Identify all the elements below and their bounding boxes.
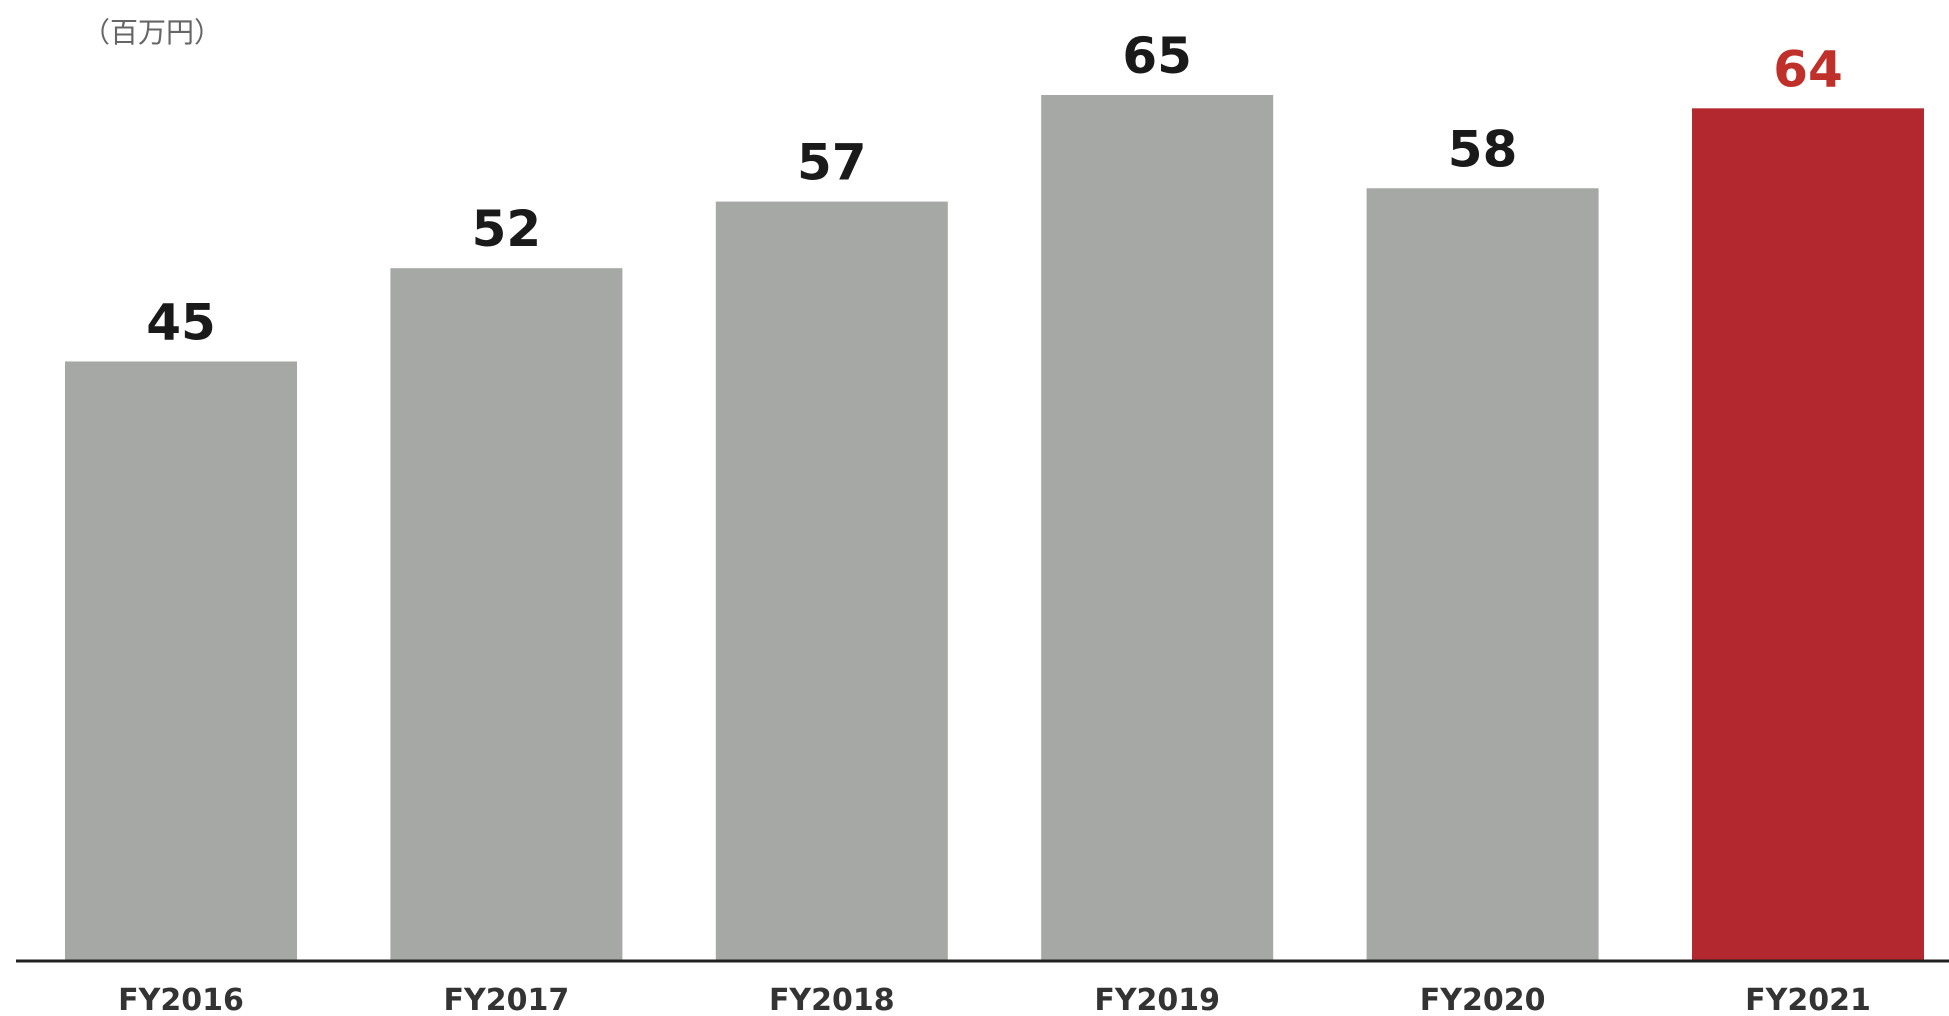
value-label-fy2021: 64 (1773, 40, 1843, 98)
bar-fy2018 (715, 201, 948, 962)
value-labels-group: 45 52 57 65 58 64 (146, 27, 1843, 351)
value-label-fy2017: 52 (472, 200, 542, 258)
x-tick-label-fy2017: FY2017 (444, 983, 570, 1016)
x-tick-labels-group: FY2016 FY2017 FY2018 FY2019 FY2020 FY2021 (118, 983, 1871, 1016)
value-label-fy2019: 65 (1122, 27, 1192, 85)
x-tick-label-fy2020: FY2020 (1420, 983, 1546, 1016)
bar-fy2020 (1366, 188, 1599, 961)
bar-fy2019 (1041, 95, 1274, 961)
value-label-fy2020: 58 (1448, 120, 1518, 178)
unit-label: （百万円） (82, 16, 222, 49)
bar-fy2016 (65, 361, 297, 961)
bar-fy2021 (1692, 108, 1924, 962)
value-label-fy2018: 57 (797, 134, 867, 192)
x-tick-label-fy2019: FY2019 (1094, 983, 1220, 1016)
x-tick-label-fy2016: FY2016 (118, 983, 244, 1016)
x-tick-label-fy2018: FY2018 (769, 983, 895, 1016)
bars-group (65, 95, 1924, 962)
x-tick-label-fy2021: FY2021 (1745, 983, 1871, 1016)
value-label-fy2016: 45 (146, 293, 216, 351)
bar-fy2017 (390, 268, 623, 961)
